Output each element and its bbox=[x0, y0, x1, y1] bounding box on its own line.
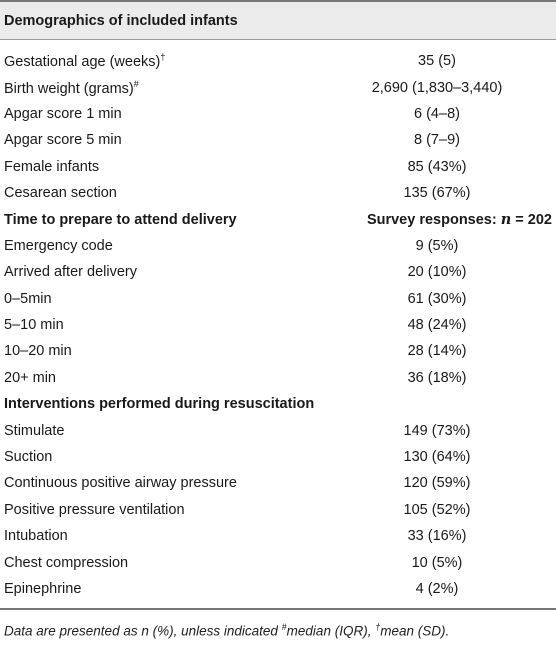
row-label-sup: # bbox=[133, 78, 139, 89]
footnote-text-1: Data are presented as n (%), unless indi… bbox=[4, 623, 282, 639]
row-label-text: Continuous positive airway pressure bbox=[4, 475, 237, 492]
table-row: Continuous positive airway pressure 120 (… bbox=[0, 470, 556, 496]
row-label: Continuous positive airway pressure bbox=[4, 475, 322, 491]
survey-responses-label: Survey responses: n = 202 bbox=[322, 211, 552, 228]
row-label-text: Positive pressure ventilation bbox=[4, 501, 185, 518]
row-label-text: Birth weight (grams) bbox=[4, 80, 134, 97]
table-row: 5–10 min 48 (24%) bbox=[0, 312, 556, 338]
row-label: Epinephrine bbox=[4, 581, 322, 597]
survey-count: = 202 bbox=[511, 212, 552, 229]
row-label: Intubation bbox=[4, 528, 322, 544]
row-value: 149 (73%) bbox=[403, 422, 471, 439]
table-row: Cesarean section 135 (67%) bbox=[0, 180, 556, 206]
row-label: Positive pressure ventilation bbox=[4, 502, 322, 518]
interventions-section-header: Interventions performed during resuscita… bbox=[0, 391, 556, 417]
row-value: 4 (2%) bbox=[415, 581, 459, 597]
row-label-sup: † bbox=[160, 52, 166, 63]
row-value: 6 (4–8) bbox=[414, 105, 460, 122]
row-label: 20+ min bbox=[4, 370, 322, 386]
table-row: 20+ min 36 (18%) bbox=[0, 365, 556, 391]
row-label-text: Arrived after delivery bbox=[4, 264, 137, 281]
table-row: 10–20 min 28 (14%) bbox=[0, 338, 556, 364]
row-value: 33 (16%) bbox=[407, 528, 467, 545]
footnote-text-2: median (IQR), bbox=[286, 623, 376, 639]
row-label-text: Suction bbox=[4, 449, 53, 466]
bottom-rule bbox=[0, 608, 556, 611]
interventions-section-label: Interventions performed during resuscita… bbox=[4, 396, 315, 413]
row-value: 61 (30%) bbox=[407, 290, 467, 307]
table-row: Intubation 33 (16%) bbox=[0, 523, 556, 549]
row-value: 135 (67%) bbox=[403, 185, 471, 202]
table-header: Demographics of included infants bbox=[0, 2, 556, 40]
row-label-text: 5–10 min bbox=[4, 317, 64, 334]
row-label: Birth weight (grams)# bbox=[4, 79, 322, 97]
table-row: Gestational age (weeks)† 35 (5) bbox=[0, 48, 556, 74]
row-value: 2,690 (1,830–3,440) bbox=[371, 79, 503, 96]
table-footnote: Data are presented as n (%), unless indi… bbox=[0, 610, 556, 639]
row-label: Arrived after delivery bbox=[4, 264, 322, 280]
table-row: Epinephrine 4 (2%) bbox=[0, 576, 556, 602]
row-label: 10–20 min bbox=[4, 343, 322, 359]
row-value: 8 (7–9) bbox=[414, 132, 460, 149]
survey-n: n bbox=[500, 211, 512, 229]
row-value: 35 (5) bbox=[418, 53, 456, 70]
row-value: 9 (5%) bbox=[415, 237, 459, 254]
table-row: Arrived after delivery 20 (10%) bbox=[0, 259, 556, 285]
table-row: Suction 130 (64%) bbox=[0, 444, 556, 470]
survey-prefix: Survey responses: bbox=[366, 212, 501, 229]
row-label-text: Epinephrine bbox=[4, 581, 82, 597]
row-label-text: Female infants bbox=[4, 158, 100, 175]
table-row: Stimulate 149 (73%) bbox=[0, 417, 556, 443]
row-label: Chest compression bbox=[4, 555, 322, 571]
row-label-text: Stimulate bbox=[4, 422, 65, 439]
row-value: 85 (43%) bbox=[407, 158, 467, 175]
table-row: Birth weight (grams)# 2,690 (1,830–3,440) bbox=[0, 74, 556, 100]
demographics-rows: Gestational age (weeks)† 35 (5) Birth weig… bbox=[0, 48, 556, 206]
row-value: 105 (52%) bbox=[403, 501, 471, 518]
row-label-text: 20+ min bbox=[4, 369, 56, 386]
row-label: Emergency code bbox=[4, 238, 322, 254]
table-row: 0–5min 61 (30%) bbox=[0, 286, 556, 312]
row-value: 28 (14%) bbox=[407, 343, 467, 360]
row-label: Gestational age (weeks)† bbox=[4, 52, 322, 70]
row-label-text: Apgar score 1 min bbox=[4, 105, 122, 122]
table-row: Apgar score 1 min 6 (4–8) bbox=[0, 101, 556, 127]
row-value: 130 (64%) bbox=[403, 449, 471, 466]
row-label-text: Chest compression bbox=[4, 554, 129, 571]
intervention-rows: Stimulate 149 (73%) Suction 130 (64%) Contin… bbox=[0, 417, 556, 602]
row-label-text: Gestational age (weeks) bbox=[4, 54, 161, 71]
table-row: Female infants 85 (43%) bbox=[0, 154, 556, 180]
footnote-sup-1: # bbox=[281, 622, 287, 633]
table-row: Apgar score 5 min 8 (7–9) bbox=[0, 127, 556, 153]
row-value: 10 (5%) bbox=[411, 554, 463, 571]
row-label-text: Cesarean section bbox=[4, 185, 117, 202]
table-row: Chest compression 10 (5%) bbox=[0, 549, 556, 575]
row-value: 36 (18%) bbox=[407, 369, 467, 386]
time-rows: Emergency code 9 (5%) Arrived after delive… bbox=[0, 233, 556, 391]
row-label-text: Apgar score 5 min bbox=[4, 132, 122, 149]
row-label-text: 10–20 min bbox=[4, 343, 72, 360]
time-section-header: Time to prepare to attend delivery Surve… bbox=[0, 206, 556, 232]
row-label: Suction bbox=[4, 449, 322, 465]
footnote-text-3: mean (SD). bbox=[380, 623, 450, 639]
table-row: Emergency code 9 (5%) bbox=[0, 233, 556, 259]
table-row: Positive pressure ventilation 105 (52%) bbox=[0, 497, 556, 523]
footnote-sup-2: † bbox=[375, 622, 381, 633]
time-section-label: Time to prepare to attend delivery bbox=[4, 211, 237, 228]
row-value: 20 (10%) bbox=[407, 264, 467, 281]
row-label: Female infants bbox=[4, 159, 322, 175]
table-title: Demographics of included infants bbox=[4, 12, 238, 29]
row-label: 5–10 min bbox=[4, 317, 322, 333]
row-value: 48 (24%) bbox=[407, 317, 467, 334]
row-label-text: Intubation bbox=[4, 528, 68, 545]
row-label-text: Emergency code bbox=[4, 237, 113, 254]
row-label: Apgar score 5 min bbox=[4, 132, 322, 148]
row-value: 120 (59%) bbox=[403, 475, 471, 492]
row-label: Apgar score 1 min bbox=[4, 106, 322, 122]
row-label-text: 0–5min bbox=[4, 290, 52, 307]
row-label: Stimulate bbox=[4, 423, 322, 439]
row-label: 0–5min bbox=[4, 291, 322, 307]
row-label: Cesarean section bbox=[4, 185, 322, 201]
